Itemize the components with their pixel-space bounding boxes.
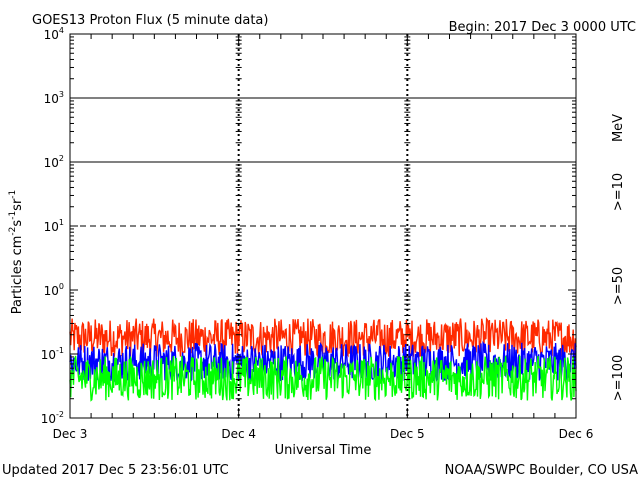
chart-title: GOES13 Proton Flux (5 minute data) <box>32 13 268 28</box>
data-series <box>69 316 577 402</box>
y-tick-label: 100 <box>44 282 64 298</box>
y-tick-label: 102 <box>44 154 64 170</box>
x-tick-label: Dec 5 <box>390 427 425 441</box>
legend-gt50: >=50 <box>611 267 626 305</box>
credit: NOAA/SWPC Boulder, CO USA <box>445 463 638 478</box>
legend-gt10: >=10 <box>611 173 626 211</box>
x-tick-label: Dec 4 <box>221 427 256 441</box>
updated-time: Updated 2017 Dec 5 23:56:01 UTC <box>2 463 229 478</box>
y-axis-ticks: 10-2 10-1 100 101 102 103 104 <box>41 26 576 426</box>
x-tick-label: Dec 6 <box>559 427 594 441</box>
x-axis-label: Universal Time <box>275 443 372 458</box>
x-tick-label: Dec 3 <box>53 427 88 441</box>
threshold-lines <box>70 97 576 227</box>
y-tick-label: 10-1 <box>41 346 64 362</box>
series-line <box>69 355 577 402</box>
begin-time: Begin: 2017 Dec 3 0000 UTC <box>449 20 636 35</box>
legend-unit: MeV <box>611 114 626 142</box>
y-tick-label: 104 <box>44 26 64 42</box>
series-line <box>69 316 577 359</box>
legend-gt100: >=100 <box>611 355 626 402</box>
y-tick-label: 10-2 <box>41 410 64 426</box>
y-axis-label: Particles cm-2s-1sr-1 <box>8 190 25 315</box>
day-separators <box>237 34 409 418</box>
x-axis-ticks: Dec 3 Dec 4 Dec 5 Dec 6 <box>53 34 594 441</box>
y-tick-label: 101 <box>44 218 64 234</box>
y-tick-label: 103 <box>44 90 64 106</box>
